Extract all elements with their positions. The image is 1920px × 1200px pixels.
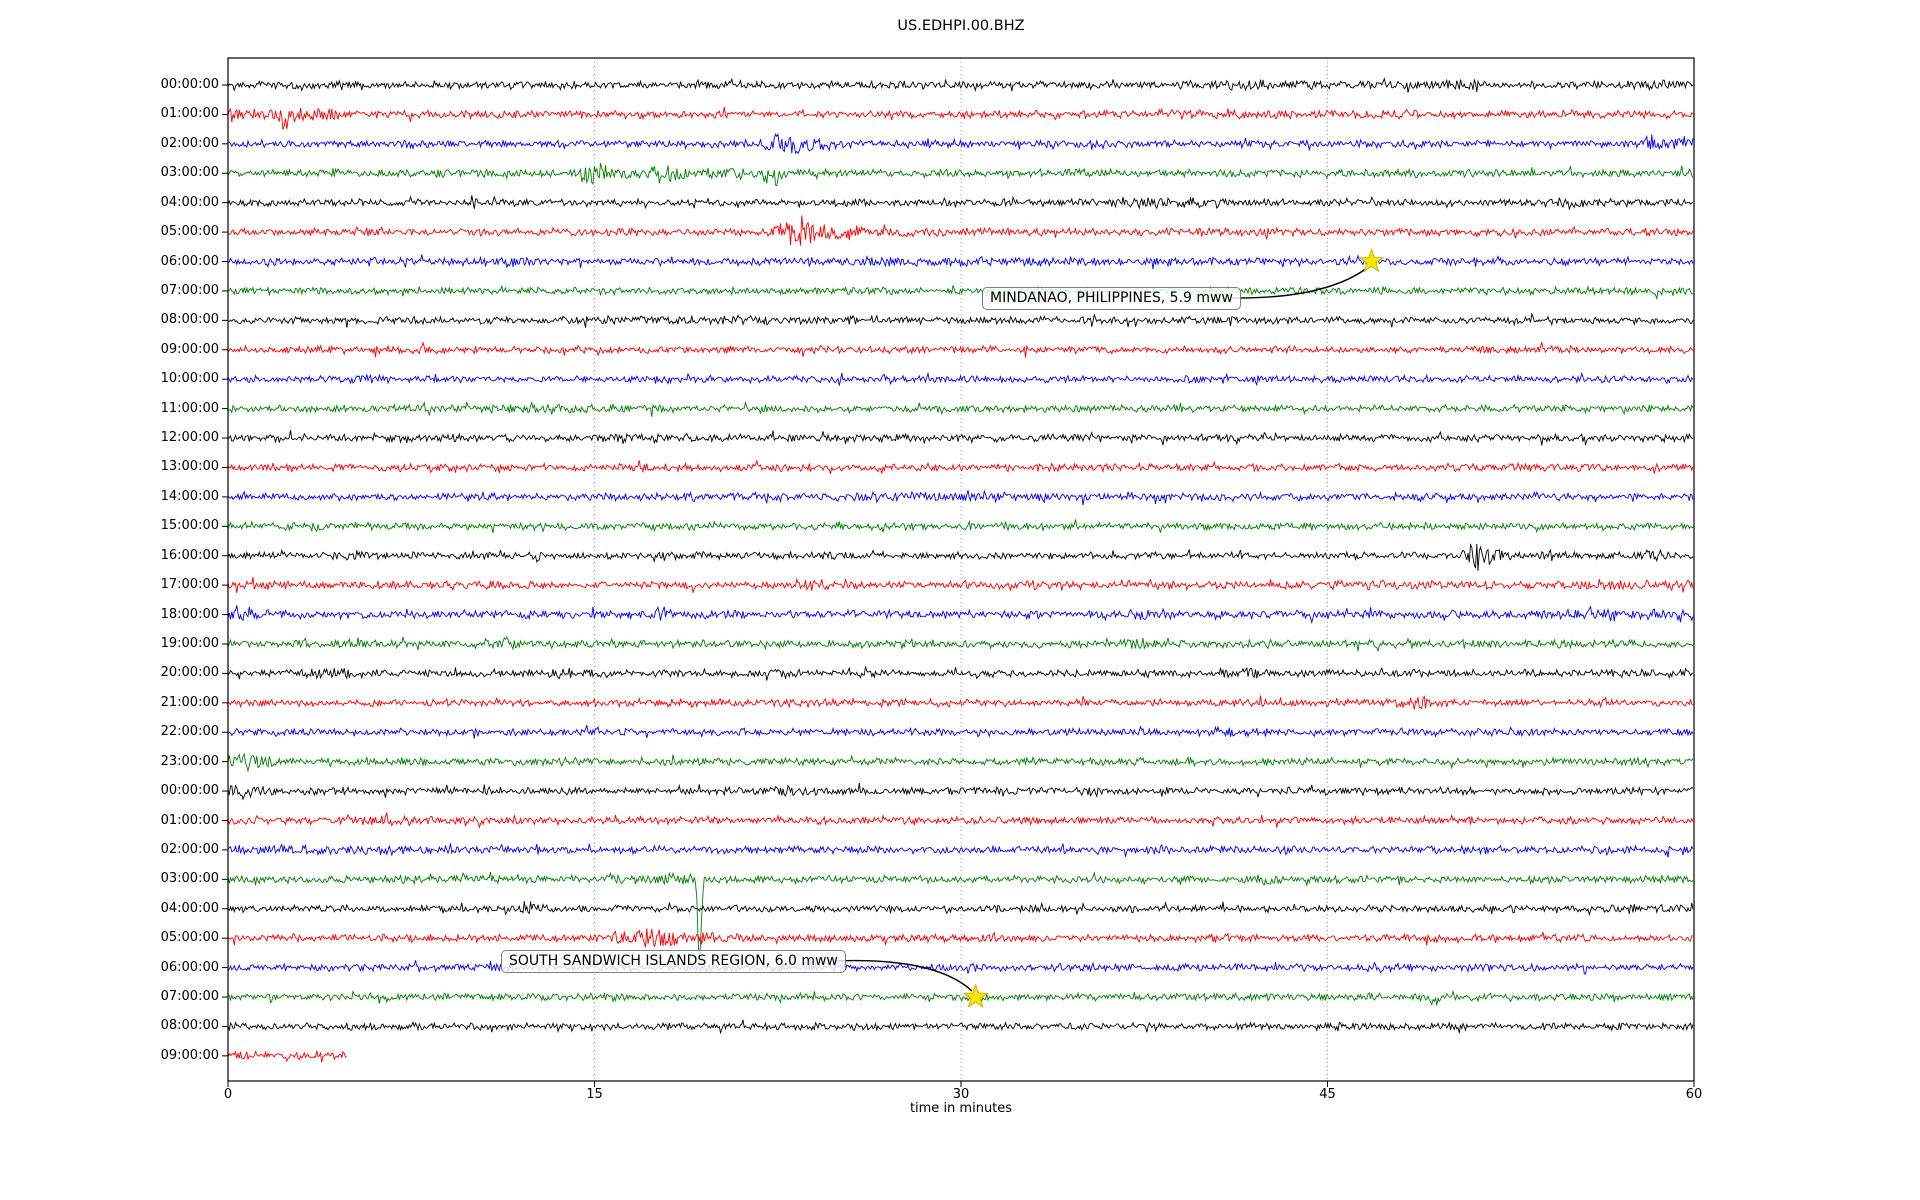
x-axis-label: time in minutes	[909, 1101, 1013, 1116]
trace-row-15:00:00-green	[227, 519, 1694, 534]
y-tick-label: 00:00:00	[160, 77, 219, 92]
y-tick-label: 02:00:00	[160, 135, 219, 151]
trace-row-07:00:00-green	[227, 284, 1694, 301]
y-tick-label: 14:00:00	[160, 488, 219, 504]
trace-row-10:00:00-blue	[227, 371, 1694, 387]
trace-row-17:00:00-red	[227, 576, 1694, 594]
trace-row-04:00:00-black	[227, 900, 1694, 917]
y-tick-label: 05:00:00	[160, 224, 219, 240]
y-tick-label: 04:00:00	[160, 194, 219, 210]
trace-row-06:00:00-blue	[227, 254, 1694, 270]
trace-row-03:00:00-green	[227, 871, 1694, 963]
event-star-icon	[1358, 247, 1385, 273]
y-tick-label: 03:00:00	[160, 165, 219, 181]
trace-row-13:00:00-red	[227, 459, 1694, 475]
y-tick-label: 08:00:00	[160, 1018, 219, 1034]
y-tick-label: 11:00:00	[160, 400, 219, 416]
trace-row-12:00:00-black	[227, 430, 1694, 446]
trace-row-18:00:00-blue	[227, 605, 1694, 625]
trace-row-20:00:00-black	[227, 666, 1694, 681]
trace-row-00:00:00-black	[227, 77, 1694, 93]
trace-row-16:00:00-black	[227, 543, 1694, 571]
y-tick-label: 07:00:00	[160, 282, 219, 298]
y-tick-label: 02:00:00	[160, 841, 219, 857]
y-tick-label: 16:00:00	[160, 547, 219, 563]
trace-row-19:00:00-green	[227, 636, 1694, 653]
trace-row-09:00:00-red	[227, 1050, 347, 1063]
y-tick-label: 01:00:00	[160, 812, 219, 828]
trace-row-08:00:00-black	[227, 1019, 1694, 1035]
trace-row-01:00:00-red	[227, 106, 1694, 130]
y-tick-label: 19:00:00	[160, 635, 219, 651]
trace-row-04:00:00-black	[227, 195, 1694, 211]
y-tick-label: 21:00:00	[160, 694, 219, 710]
y-tick-label: 13:00:00	[160, 459, 219, 475]
figure-title: US.EDHPI.00.BHZ	[897, 18, 1025, 34]
trace-row-02:00:00-blue	[227, 132, 1694, 155]
y-tick-label: 18:00:00	[160, 606, 219, 622]
y-tick-label: 06:00:00	[160, 959, 219, 975]
trace-row-03:00:00-green	[227, 163, 1694, 187]
trace-row-14:00:00-blue	[227, 489, 1694, 506]
x-tick-label: 60	[1685, 1087, 1703, 1102]
trace-row-01:00:00-red	[227, 811, 1694, 829]
y-tick-label: 01:00:00	[160, 106, 219, 122]
y-tick-label: 06:00:00	[160, 253, 219, 269]
trace-row-23:00:00-green	[227, 752, 1694, 773]
y-tick-label: 08:00:00	[160, 312, 219, 328]
trace-row-07:00:00-green	[227, 989, 1694, 1006]
y-tick-label: 17:00:00	[160, 577, 219, 593]
trace-row-00:00:00-black	[227, 783, 1694, 801]
plot-border	[227, 57, 1695, 1082]
trace-row-11:00:00-green	[227, 401, 1694, 417]
y-tick-label: 05:00:00	[160, 930, 219, 946]
event-annotation-mindanao: MINDANAO, PHILIPPINES, 5.9 mww	[982, 287, 1241, 310]
trace-row-02:00:00-blue	[227, 843, 1694, 858]
y-tick-label: 09:00:00	[160, 341, 219, 357]
event-star-icon	[962, 983, 989, 1008]
trace-row-21:00:00-red	[227, 695, 1694, 710]
trace-row-05:00:00-red	[227, 215, 1694, 246]
trace-row-09:00:00-red	[227, 341, 1694, 358]
y-tick-label: 04:00:00	[160, 900, 219, 916]
y-tick-label: 15:00:00	[160, 518, 219, 534]
y-tick-label: 00:00:00	[160, 783, 219, 799]
x-tick-label: 30	[952, 1087, 970, 1102]
trace-row-05:00:00-red	[227, 928, 1694, 948]
y-tick-label: 20:00:00	[160, 665, 219, 681]
y-tick-label: 07:00:00	[160, 989, 219, 1005]
event-annotation-south-sandwich: SOUTH SANDWICH ISLANDS REGION, 6.0 mww	[501, 950, 846, 973]
trace-row-08:00:00-black	[227, 312, 1694, 328]
y-tick-label: 10:00:00	[160, 371, 219, 387]
y-tick-label: 09:00:00	[160, 1047, 219, 1063]
trace-row-06:00:00-blue	[227, 960, 1694, 975]
x-tick-label: 15	[586, 1087, 603, 1102]
y-tick-label: 23:00:00	[160, 753, 219, 769]
trace-row-22:00:00-blue	[227, 725, 1694, 739]
y-tick-label: 03:00:00	[160, 871, 219, 887]
y-tick-label: 22:00:00	[160, 724, 219, 740]
annotation-connector	[834, 959, 973, 992]
annotation-connector	[1231, 267, 1368, 299]
x-tick-label: 0	[223, 1087, 233, 1102]
x-tick-label: 45	[1319, 1087, 1336, 1102]
y-tick-label: 12:00:00	[160, 430, 219, 446]
